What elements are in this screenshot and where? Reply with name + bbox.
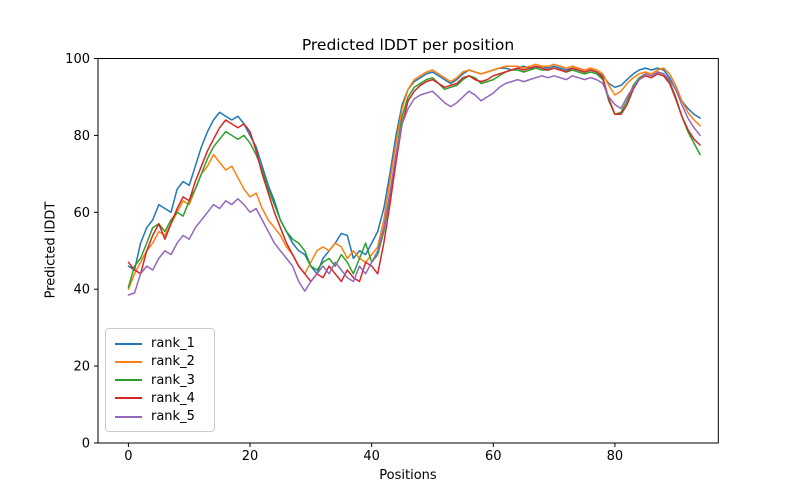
line-series-rank_1 [127,65,701,275]
legend-label: rank_4 [151,390,195,406]
axes-spines [97,58,719,444]
legend-line-swatch [115,397,142,400]
legend-line-swatch [115,379,142,381]
chart-title: Predicted lDDT per position [301,36,515,54]
line-series-rank_5 [127,71,701,296]
legend-label: rank_3 [151,372,195,388]
x-tick-label: 40 [363,449,380,464]
legend-label: rank_2 [151,354,195,370]
legend-entry-rank_3: rank_3 [115,372,206,389]
x-tick-label: 80 [607,449,624,464]
line-series-rank_2 [127,63,701,290]
legend-entry-rank_4: rank_4 [115,390,206,407]
legend-entry-rank_1: rank_1 [115,335,206,352]
legend: rank_1 rank_2 rank_3 rank_4 rank_5 [105,328,215,432]
legend-line-swatch [115,342,142,345]
legend-entry-rank_2: rank_2 [115,353,206,370]
y-tick-label: 60 [73,206,90,221]
line-series-rank_3 [127,67,701,289]
x-tick-label: 20 [242,449,259,464]
line-series-rank_4 [127,65,701,283]
legend-line-swatch [115,415,142,418]
y-tick-label: 40 [73,283,90,298]
legend-label: rank_1 [151,336,195,351]
y-tick-label: 100 [65,52,90,67]
legend-line-swatch [115,360,142,363]
y-tick-label: 80 [73,129,90,144]
y-tick-label: 20 [73,360,90,375]
y-axis-label: Predicted lDDT [43,201,59,299]
legend-label: rank_5 [151,409,195,424]
x-tick-label: 60 [485,449,502,464]
x-axis-label: Positions [379,468,437,483]
y-tick-label: 0 [82,437,90,452]
x-tick-label: 0 [124,449,132,464]
legend-entry-rank_5: rank_5 [115,408,206,425]
